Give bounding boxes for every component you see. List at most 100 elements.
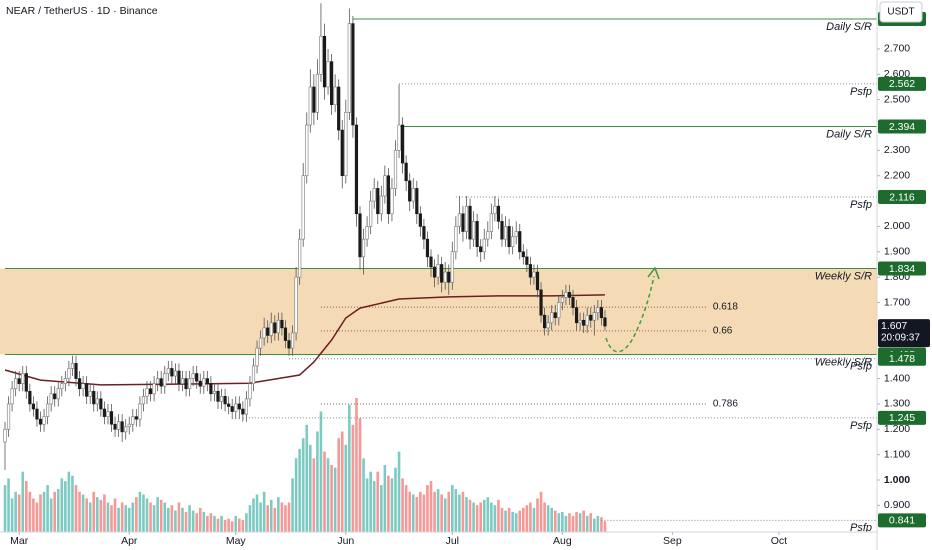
candle-body bbox=[188, 378, 192, 390]
y-tick-label: 2.000 bbox=[884, 220, 910, 232]
currency-button-box[interactable] bbox=[879, 1, 923, 23]
volume-bar bbox=[298, 448, 301, 532]
candle-body bbox=[496, 205, 501, 222]
candle-body bbox=[585, 314, 589, 326]
volume-bar bbox=[60, 478, 64, 532]
level-label: Psfp bbox=[850, 199, 872, 211]
candle-body bbox=[592, 312, 596, 321]
candle-body bbox=[255, 347, 259, 367]
candle-body bbox=[145, 388, 149, 397]
currency-label[interactable]: USDT bbox=[887, 7, 914, 18]
candle-body bbox=[127, 423, 131, 428]
candle-body bbox=[461, 213, 465, 232]
volume-bar bbox=[10, 498, 14, 532]
volume-bar bbox=[507, 507, 511, 532]
candle-body bbox=[106, 411, 110, 417]
candle-body bbox=[244, 398, 249, 415]
candle-body bbox=[109, 411, 114, 425]
candle-body bbox=[376, 188, 380, 215]
candle-body bbox=[574, 307, 579, 324]
projection-arrow bbox=[647, 266, 660, 280]
volume-bar bbox=[17, 494, 21, 532]
last-price: 1.607 bbox=[881, 320, 907, 332]
price-tag bbox=[878, 261, 926, 276]
candle-body bbox=[468, 205, 472, 240]
candle-body bbox=[49, 393, 53, 405]
candle-body bbox=[408, 180, 412, 202]
volume-bar bbox=[269, 499, 273, 532]
candle-body bbox=[372, 188, 376, 202]
x-tick-label: Jul bbox=[446, 535, 459, 547]
volume-bar bbox=[273, 507, 277, 532]
volume-bar bbox=[529, 502, 532, 532]
volume-bar bbox=[390, 478, 394, 532]
candle-body bbox=[553, 312, 557, 319]
candle-body bbox=[322, 35, 327, 88]
volume-bar bbox=[106, 502, 110, 532]
volume-bar bbox=[266, 505, 269, 532]
volume-bar bbox=[383, 465, 387, 532]
candle-body bbox=[443, 271, 447, 283]
candle-body bbox=[564, 292, 568, 298]
candle-body bbox=[148, 388, 153, 395]
volume-bar bbox=[259, 502, 262, 532]
volume-bar bbox=[440, 494, 443, 532]
candle-body bbox=[415, 188, 419, 215]
volume-bar bbox=[159, 499, 163, 532]
candle-body bbox=[177, 370, 181, 384]
x-tick-label: Mar bbox=[10, 535, 29, 547]
volume-bar bbox=[53, 491, 56, 532]
volume-bar bbox=[49, 498, 53, 532]
candle-body bbox=[131, 416, 135, 425]
candle-body bbox=[489, 213, 493, 232]
candle-body bbox=[305, 124, 309, 177]
candle-body bbox=[557, 302, 561, 319]
y-tick-label: 1.300 bbox=[884, 398, 910, 410]
candle-body bbox=[280, 319, 284, 329]
volume-bar bbox=[14, 491, 17, 532]
volume-bar bbox=[3, 485, 7, 532]
volume-bar bbox=[511, 511, 514, 532]
volume-bar bbox=[348, 404, 351, 532]
candle-body bbox=[124, 426, 128, 433]
volume-bar bbox=[71, 475, 74, 532]
volume-bar bbox=[486, 497, 490, 532]
x-tick-label: Sep bbox=[663, 535, 682, 547]
volume-bar bbox=[227, 518, 230, 532]
candle-body bbox=[134, 416, 138, 420]
volume-bar bbox=[287, 502, 291, 532]
candle-body bbox=[333, 86, 337, 106]
volume-bar bbox=[135, 497, 138, 532]
y-tick-label: 2.200 bbox=[884, 170, 910, 182]
candle-body bbox=[81, 383, 85, 390]
moving-average bbox=[4, 294, 605, 386]
volume-bar bbox=[493, 505, 497, 532]
currency-button[interactable]: USDT bbox=[879, 1, 923, 23]
candle-body bbox=[290, 332, 295, 349]
volume-bar bbox=[46, 485, 49, 532]
price-tag-label: 0.841 bbox=[889, 515, 915, 527]
volume-bar bbox=[593, 518, 596, 532]
candle-body bbox=[525, 256, 529, 265]
candle-body bbox=[24, 373, 28, 392]
candle-body bbox=[319, 35, 323, 75]
volume-bar bbox=[419, 491, 422, 532]
volume-bar bbox=[401, 478, 404, 532]
candle-body bbox=[180, 378, 185, 384]
candle-body bbox=[599, 307, 603, 319]
volume-bar bbox=[152, 505, 156, 532]
volume-bar bbox=[436, 489, 440, 532]
volume-bar bbox=[291, 478, 294, 532]
y-tick-label: 1.700 bbox=[884, 296, 910, 308]
volume-bar bbox=[426, 485, 429, 532]
volume-bar bbox=[117, 507, 120, 532]
price-tag-label: 2.394 bbox=[889, 121, 915, 133]
volume-bar bbox=[248, 505, 252, 532]
level-label: Daily S/R bbox=[826, 21, 872, 33]
candle-body bbox=[393, 150, 398, 189]
volume-bar bbox=[333, 467, 337, 532]
candle-body bbox=[521, 251, 525, 258]
volume-bar bbox=[156, 497, 159, 532]
volume-bar bbox=[468, 499, 472, 532]
